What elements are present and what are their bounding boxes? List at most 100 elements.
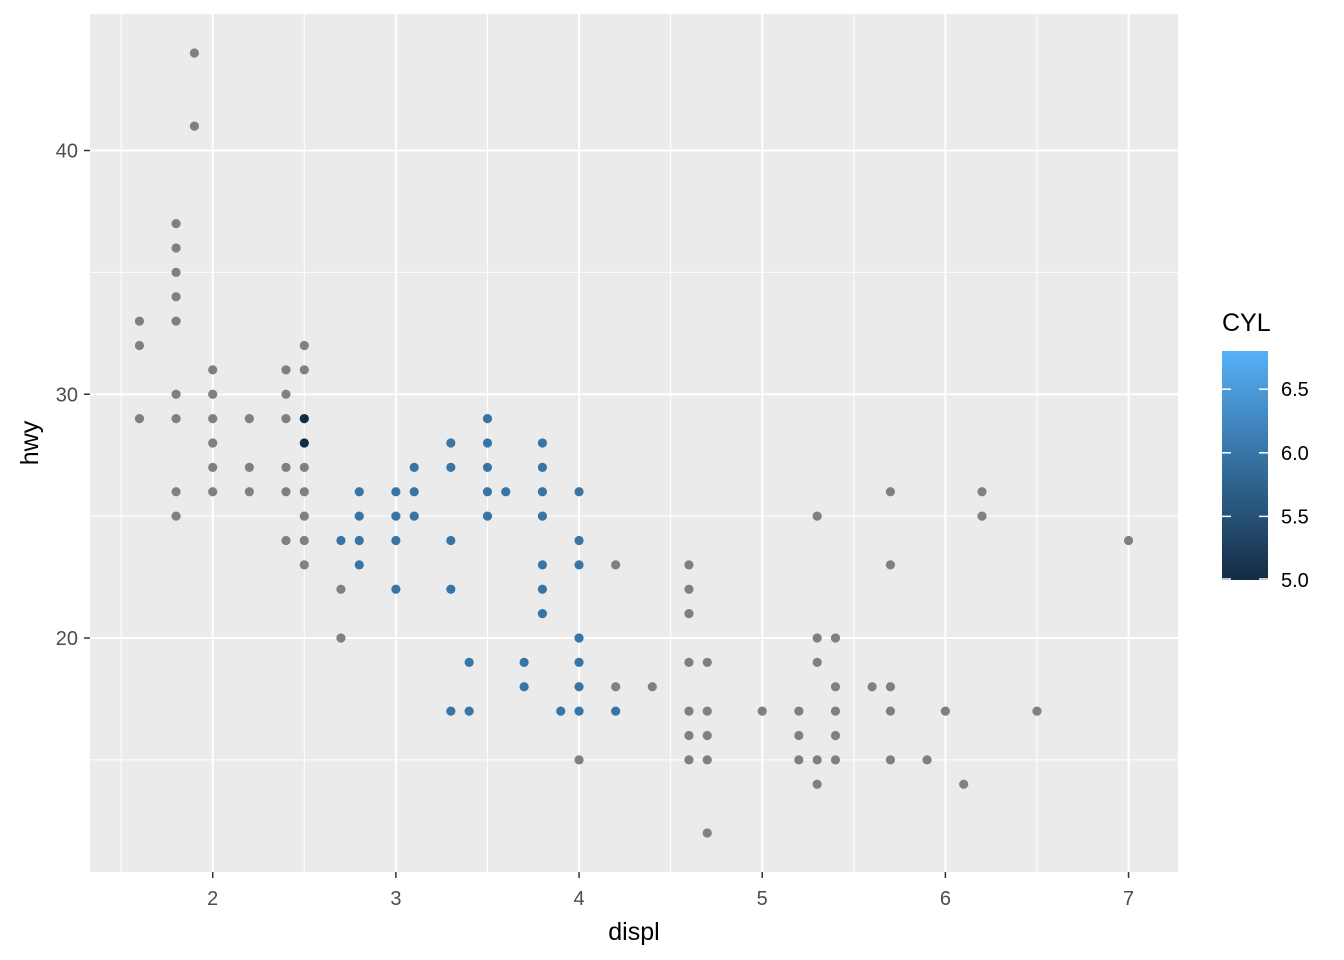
data-point <box>977 487 987 497</box>
data-point <box>702 755 712 765</box>
y-axis: 20 30 40 <box>56 141 90 650</box>
data-point <box>794 755 804 765</box>
data-point <box>537 584 548 594</box>
data-point <box>574 706 584 716</box>
data-point <box>885 560 896 570</box>
data-point <box>244 462 254 472</box>
x-tick-label: 5 <box>757 888 768 910</box>
data-point <box>171 316 181 326</box>
legend-label: 5.0 <box>1281 570 1309 592</box>
data-point <box>684 609 694 619</box>
y-tick-label: 20 <box>56 628 78 650</box>
data-point <box>299 535 309 546</box>
data-point <box>684 755 694 765</box>
data-point <box>684 706 694 716</box>
data-point <box>702 657 712 667</box>
data-point <box>830 633 841 643</box>
data-point <box>134 316 145 326</box>
data-point <box>299 462 309 472</box>
data-point <box>409 487 419 497</box>
y-tick-label: 40 <box>56 141 78 163</box>
data-point <box>299 414 309 424</box>
data-point <box>537 438 548 448</box>
data-point <box>171 267 181 277</box>
data-point <box>794 706 804 716</box>
data-point <box>574 560 584 570</box>
y-tick-label: 30 <box>56 384 78 406</box>
data-point <box>812 755 822 765</box>
data-point <box>556 706 566 716</box>
data-point <box>464 657 474 667</box>
data-point <box>171 414 181 424</box>
data-point <box>574 755 584 765</box>
data-point <box>830 706 841 716</box>
data-point <box>281 365 291 375</box>
data-point <box>354 511 364 521</box>
data-point <box>574 487 584 497</box>
data-point <box>208 487 218 497</box>
data-point <box>1123 535 1134 546</box>
data-point <box>281 535 291 546</box>
x-tick-label: 6 <box>940 888 951 910</box>
data-point <box>1032 706 1042 716</box>
data-point <box>208 462 218 472</box>
legend-title: CYL <box>1222 309 1271 337</box>
data-point <box>812 511 822 521</box>
data-point <box>574 535 584 546</box>
data-point <box>208 365 218 375</box>
data-point <box>684 730 694 741</box>
x-tick-label: 3 <box>390 888 401 910</box>
data-point <box>208 414 218 424</box>
data-point <box>446 706 456 716</box>
data-point <box>684 560 694 570</box>
data-point <box>684 657 694 667</box>
data-point <box>446 584 456 594</box>
minor-gridlines <box>90 14 1178 872</box>
data-point <box>940 706 950 716</box>
plot-panel <box>90 14 1178 872</box>
data-point <box>464 706 474 716</box>
data-point <box>299 511 309 521</box>
data-point <box>354 535 364 546</box>
data-point <box>171 292 181 302</box>
data-point <box>171 487 181 497</box>
legend: CYL 5.0 5.5 6.0 6.5 <box>1222 309 1309 592</box>
data-point <box>482 438 493 448</box>
data-point <box>611 560 621 570</box>
data-point <box>134 414 145 424</box>
data-point <box>171 243 181 253</box>
data-point <box>702 828 712 838</box>
data-point <box>519 657 529 667</box>
data-point <box>537 487 548 497</box>
data-point <box>446 535 456 546</box>
legend-ticks: 5.0 5.5 6.0 6.5 <box>1222 379 1309 592</box>
data-point <box>281 389 291 399</box>
data-point <box>299 365 309 375</box>
legend-label: 6.5 <box>1281 379 1309 401</box>
data-point <box>189 48 200 58</box>
data-point <box>977 511 987 521</box>
data-point <box>757 706 767 716</box>
data-point <box>281 414 291 424</box>
data-point <box>537 609 548 619</box>
data-point <box>409 462 419 472</box>
data-point <box>391 487 401 497</box>
data-point <box>299 340 309 351</box>
data-point <box>336 633 346 643</box>
x-axis-title: displ <box>608 918 659 946</box>
data-point <box>171 511 181 521</box>
data-point <box>702 730 712 741</box>
data-point <box>446 462 456 472</box>
y-axis-title: hwy <box>16 420 44 465</box>
major-gridlines <box>90 14 1178 872</box>
data-point <box>684 584 694 594</box>
data-point <box>299 438 309 448</box>
data-point <box>574 633 584 643</box>
data-point <box>611 706 621 716</box>
data-point <box>702 706 712 716</box>
data-point <box>922 755 932 765</box>
data-point <box>959 779 969 789</box>
legend-colorbar <box>1222 351 1268 580</box>
data-point <box>537 560 548 570</box>
